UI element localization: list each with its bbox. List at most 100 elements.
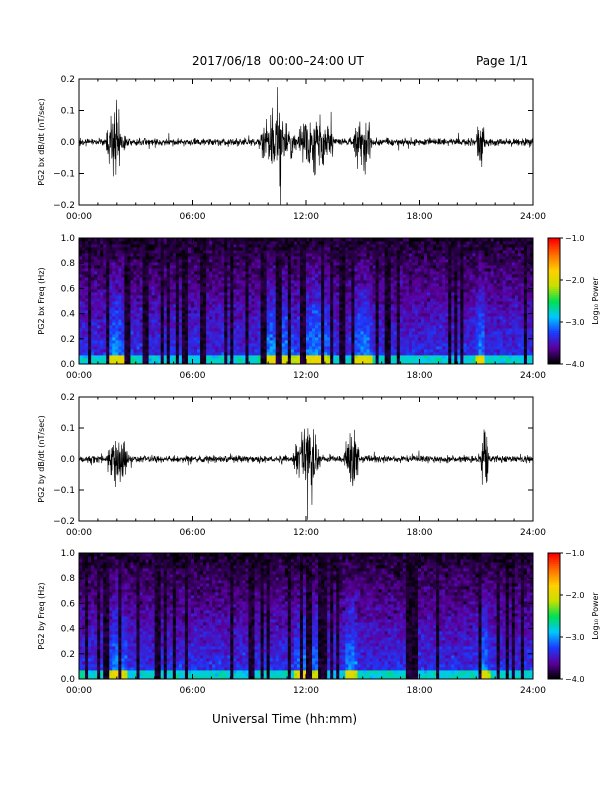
heat-cell	[82, 247, 86, 251]
heat-cell	[299, 361, 304, 365]
heat-cell	[354, 322, 358, 326]
heat-cell	[315, 292, 319, 296]
heat-cell	[339, 298, 343, 302]
heat-cell	[315, 277, 319, 281]
heat-cell	[336, 262, 340, 266]
heat-cell	[82, 250, 86, 254]
heat-cell	[324, 343, 328, 347]
heat-cell	[281, 322, 286, 326]
heat-cell	[366, 244, 370, 248]
heat-cell	[239, 271, 243, 275]
heat-cell	[112, 322, 116, 326]
heat-cell	[254, 328, 258, 332]
heat-cell	[178, 331, 183, 335]
heat-cell	[375, 253, 380, 257]
heat-cell	[82, 334, 86, 338]
heat-cell	[121, 361, 125, 365]
heat-cell	[166, 250, 171, 254]
heat-cell	[109, 304, 113, 308]
heat-cell	[79, 295, 83, 299]
heat-cell	[363, 331, 367, 335]
heat-cell	[369, 328, 373, 332]
heat-cell	[384, 355, 389, 359]
heat-cell	[88, 259, 92, 263]
heat-cell	[275, 313, 280, 317]
heat-cell	[390, 241, 395, 245]
heat-cell	[157, 271, 162, 275]
heat-cell	[103, 286, 107, 290]
heat-cell	[160, 334, 165, 338]
heat-cell	[148, 238, 153, 242]
heat-cell	[218, 343, 222, 347]
heat-cell	[139, 274, 143, 278]
heat-cell	[133, 292, 137, 296]
heat-cell	[178, 340, 183, 344]
heat-cell	[299, 241, 304, 245]
heat-cell	[384, 304, 389, 308]
heat-cell	[181, 298, 186, 302]
heat-cell	[106, 244, 110, 248]
heat-cell	[118, 349, 122, 353]
heat-cell	[230, 280, 234, 284]
heat-cell	[97, 262, 101, 266]
heat-cell	[112, 355, 116, 359]
heat-cell	[402, 325, 407, 329]
heat-cell	[148, 292, 153, 296]
heat-cell	[79, 280, 83, 284]
heat-cell	[363, 298, 367, 302]
heat-cell	[163, 313, 168, 317]
heat-cell	[94, 259, 98, 263]
heat-cell	[430, 307, 434, 311]
heat-cell	[200, 262, 204, 266]
heat-cell	[354, 358, 358, 362]
heat-cell	[330, 331, 334, 335]
heat-cell	[430, 304, 434, 308]
heat-cell	[124, 316, 128, 320]
heat-cell	[187, 244, 192, 248]
heat-cell	[384, 286, 389, 290]
heat-cell	[97, 265, 101, 269]
heat-cell	[242, 328, 246, 332]
heat-cell	[299, 313, 304, 317]
heat-cell	[145, 352, 150, 356]
heat-cell	[281, 277, 286, 281]
heat-cell	[194, 268, 198, 272]
heat-cell	[133, 280, 137, 284]
heat-cell	[290, 265, 295, 269]
heat-cell	[330, 355, 334, 359]
heat-cell	[203, 331, 207, 335]
heat-cell	[387, 259, 392, 263]
heat-cell	[245, 238, 249, 242]
heat-cell	[254, 343, 258, 347]
heat-cell	[360, 265, 364, 269]
heat-cell	[299, 250, 304, 254]
heat-cell	[212, 310, 216, 314]
heat-cell	[312, 352, 316, 356]
heat-cell	[175, 271, 180, 275]
heat-cell	[266, 301, 271, 305]
heat-cell	[327, 310, 331, 314]
heat-cell	[272, 256, 277, 260]
heat-cell	[109, 238, 113, 242]
heat-cell	[408, 271, 413, 275]
heat-cell	[233, 292, 237, 296]
heat-cell	[157, 361, 162, 365]
heat-cell	[387, 241, 392, 245]
heat-cell	[354, 307, 358, 311]
heat-cell	[206, 268, 210, 272]
heat-cell	[85, 361, 89, 365]
heat-cell	[254, 349, 258, 353]
heat-cell	[94, 256, 98, 260]
heat-cell	[130, 289, 134, 293]
heat-cell	[121, 259, 125, 263]
heat-cell	[287, 250, 292, 254]
heat-cell	[109, 277, 113, 281]
heat-cell	[203, 334, 207, 338]
heat-cell	[118, 352, 122, 356]
heat-cell	[387, 343, 392, 347]
heat-cell	[387, 313, 392, 317]
heat-cell	[351, 358, 355, 362]
heat-cell	[393, 325, 398, 329]
heat-cell	[360, 343, 364, 347]
